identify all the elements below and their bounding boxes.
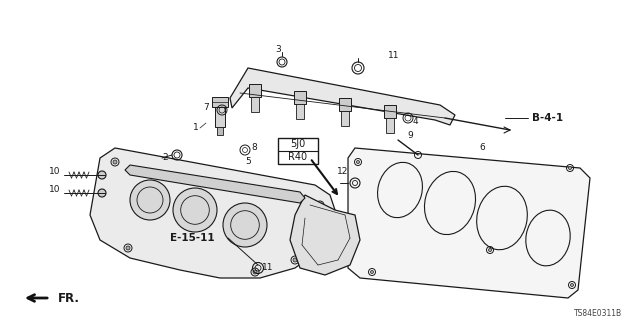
Text: 6: 6	[479, 143, 485, 153]
Text: E-15-11: E-15-11	[170, 233, 214, 243]
Bar	[278, 138, 318, 164]
Polygon shape	[249, 84, 261, 97]
Circle shape	[570, 284, 573, 286]
Circle shape	[318, 203, 322, 207]
Text: FR.: FR.	[58, 292, 80, 305]
Circle shape	[98, 171, 106, 179]
Text: 5J0: 5J0	[291, 139, 306, 149]
Polygon shape	[386, 118, 394, 133]
Text: B-4-1: B-4-1	[532, 113, 563, 123]
Polygon shape	[212, 97, 228, 107]
Circle shape	[568, 166, 572, 170]
Polygon shape	[90, 148, 335, 278]
Polygon shape	[339, 98, 351, 111]
Text: 3: 3	[275, 44, 281, 53]
Circle shape	[126, 246, 130, 250]
Polygon shape	[384, 105, 396, 118]
Polygon shape	[294, 91, 306, 104]
Circle shape	[488, 249, 492, 252]
Polygon shape	[230, 68, 455, 125]
Text: 2: 2	[162, 154, 168, 163]
Text: TS84E0311B: TS84E0311B	[574, 309, 622, 318]
Text: 4: 4	[412, 117, 418, 126]
Text: 12: 12	[337, 167, 349, 177]
Circle shape	[293, 258, 297, 262]
Ellipse shape	[223, 203, 267, 247]
Circle shape	[356, 161, 360, 164]
Text: 10: 10	[49, 186, 60, 195]
Circle shape	[318, 233, 322, 237]
Text: 1: 1	[193, 124, 199, 132]
Polygon shape	[215, 107, 225, 127]
Text: 11: 11	[388, 52, 400, 60]
Polygon shape	[125, 165, 305, 203]
Text: 5: 5	[245, 157, 251, 166]
Ellipse shape	[130, 180, 170, 220]
Text: R40: R40	[289, 152, 308, 162]
Polygon shape	[217, 127, 223, 135]
Text: 10: 10	[49, 167, 60, 177]
Text: 9: 9	[407, 131, 413, 140]
Ellipse shape	[173, 188, 217, 232]
Text: 7: 7	[203, 103, 209, 113]
Text: 8: 8	[251, 142, 257, 151]
Polygon shape	[341, 111, 349, 126]
Circle shape	[371, 270, 374, 274]
Polygon shape	[348, 148, 590, 298]
Polygon shape	[296, 104, 304, 119]
Text: 11: 11	[262, 263, 274, 273]
Polygon shape	[251, 97, 259, 112]
Circle shape	[98, 189, 106, 197]
Circle shape	[113, 160, 117, 164]
Circle shape	[253, 270, 257, 274]
Polygon shape	[290, 195, 360, 275]
